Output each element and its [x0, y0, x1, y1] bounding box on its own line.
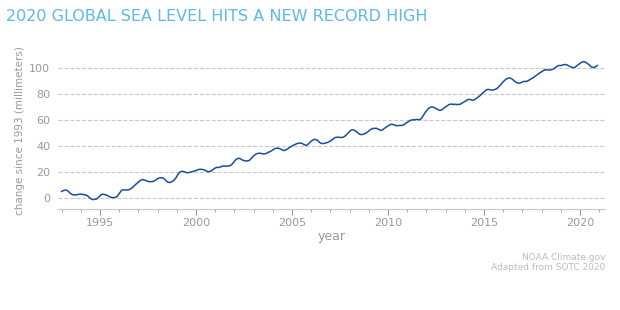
Text: 2020 GLOBAL SEA LEVEL HITS A NEW RECORD HIGH: 2020 GLOBAL SEA LEVEL HITS A NEW RECORD …	[6, 9, 428, 24]
Text: NOAA Climate.gov
Adapted from SOTC 2020: NOAA Climate.gov Adapted from SOTC 2020	[491, 253, 605, 272]
Y-axis label: change since 1993 (millimeters): change since 1993 (millimeters)	[15, 46, 25, 215]
X-axis label: year: year	[317, 230, 345, 243]
